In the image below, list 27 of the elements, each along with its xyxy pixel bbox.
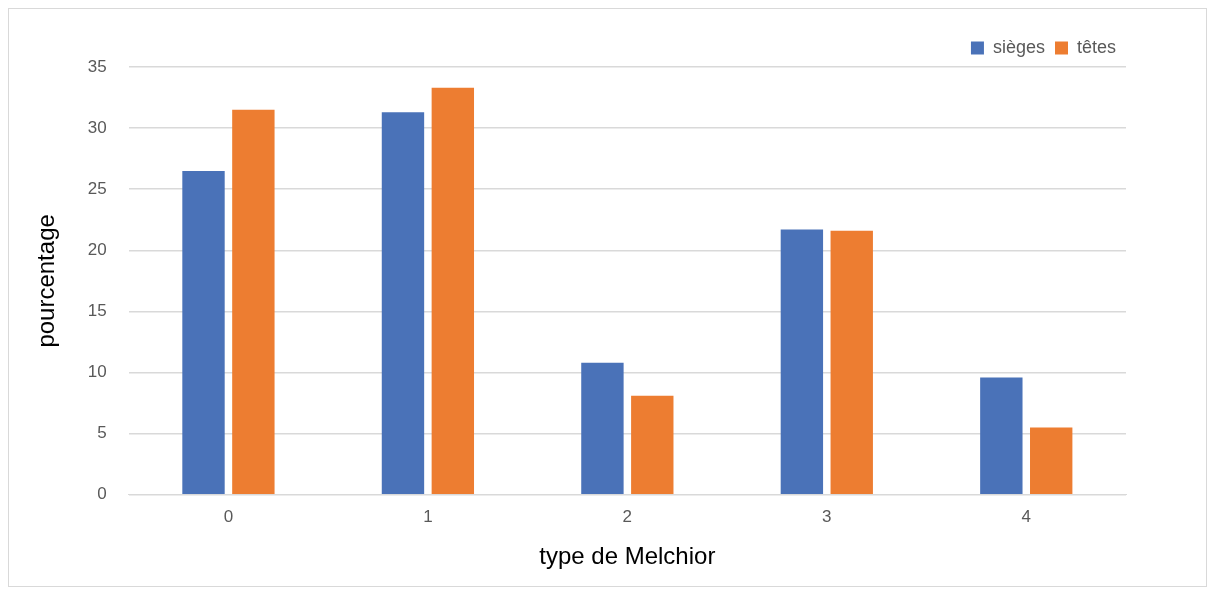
y-axis-title: pourcentage xyxy=(32,214,60,348)
bar xyxy=(381,112,425,495)
y-tick-label: 25 xyxy=(87,178,107,198)
bar xyxy=(232,109,275,495)
bar xyxy=(182,170,225,495)
x-tick-label: 3 xyxy=(822,506,832,526)
y-tick-label: 10 xyxy=(87,362,107,382)
legend-label: têtes xyxy=(1076,36,1117,57)
x-tick-label: 4 xyxy=(1021,506,1032,526)
bar xyxy=(581,362,624,495)
y-tick-label: 20 xyxy=(87,240,107,260)
y-tick-label: 30 xyxy=(87,117,107,137)
y-tick-label: 15 xyxy=(87,301,107,321)
y-tick-label: 5 xyxy=(97,423,107,443)
legend-label: sièges xyxy=(992,36,1045,57)
x-tick-label: 2 xyxy=(622,506,633,526)
bar xyxy=(780,229,824,495)
bar xyxy=(631,395,674,495)
bar xyxy=(980,377,1023,495)
x-tick-label: 0 xyxy=(223,506,234,526)
bar xyxy=(830,230,873,495)
x-tick-label: 1 xyxy=(423,506,433,526)
bar xyxy=(431,87,475,495)
bar xyxy=(1030,427,1073,495)
y-tick-label: 35 xyxy=(87,56,107,76)
x-axis-title: type de Melchior xyxy=(539,542,716,570)
y-tick-label: 0 xyxy=(97,484,107,504)
